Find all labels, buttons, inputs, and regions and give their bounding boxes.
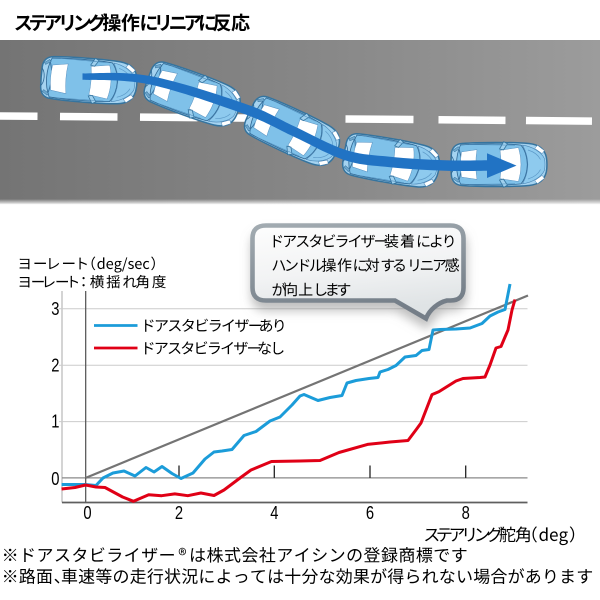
svg-text:2: 2 (51, 355, 59, 375)
svg-text:8: 8 (462, 503, 470, 523)
svg-text:0: 0 (83, 503, 91, 523)
svg-text:4: 4 (270, 503, 278, 523)
svg-text:3: 3 (51, 299, 59, 319)
svg-text:0: 0 (51, 469, 59, 489)
svg-text:1: 1 (51, 412, 59, 432)
svg-text:2: 2 (175, 503, 183, 523)
svg-text:6: 6 (366, 503, 374, 523)
